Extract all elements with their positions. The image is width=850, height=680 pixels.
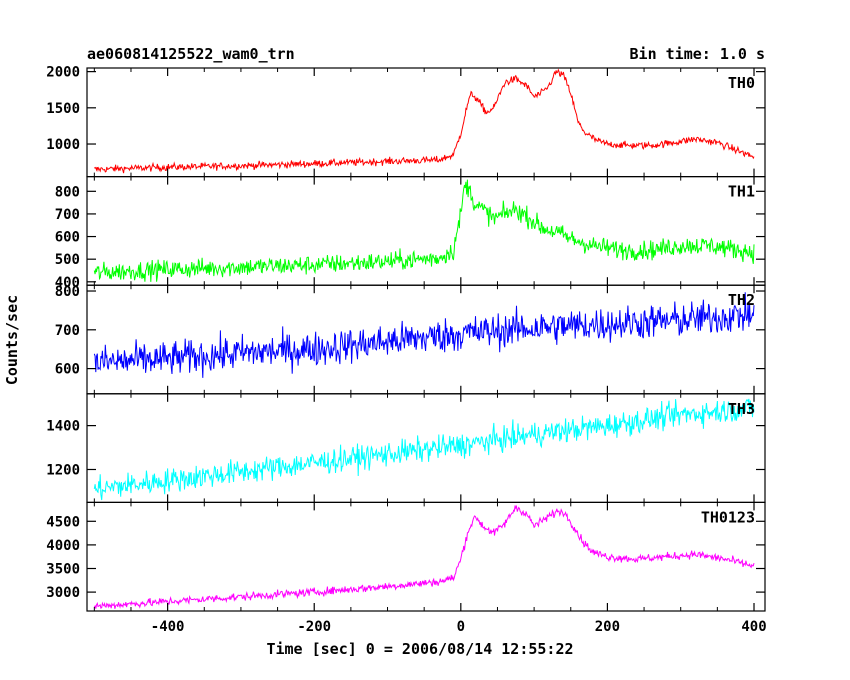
panel-label: TH3: [728, 400, 755, 418]
x-tick-label: 200: [595, 619, 620, 635]
y-tick-label: 600: [55, 362, 80, 378]
y-tick-label: 700: [55, 323, 80, 339]
x-tick-label: -400: [151, 619, 185, 635]
panel-label: TH0: [728, 74, 755, 92]
x-axis-label: Time [sec] 0 = 2006/08/14 12:55:22: [266, 640, 573, 658]
series-line-th1: [93, 179, 755, 282]
y-tick-label: 2000: [46, 65, 80, 81]
x-tick-label: 0: [457, 619, 465, 635]
y-tick-label: 600: [55, 230, 80, 246]
x-tick-label: -200: [297, 619, 331, 635]
y-axis-label: Counts/sec: [3, 295, 21, 385]
y-tick-label: 400: [55, 275, 80, 291]
y-tick-label: 1500: [46, 101, 80, 117]
y-tick-label: 800: [55, 284, 80, 300]
y-tick-label: 3000: [46, 585, 80, 601]
y-tick-label: 1000: [46, 137, 80, 153]
panel-label: TH0123: [701, 508, 755, 526]
panel-th0123: 3000 3500 4000 4500 TH0123: [46, 501, 766, 612]
y-tick-label: 4500: [46, 514, 80, 530]
series-line-th3: [93, 398, 755, 501]
panel-th0: 1000 1500 2000 TH0: [46, 65, 766, 178]
panel-label: TH1: [728, 183, 755, 201]
y-tick-label: 4000: [46, 538, 80, 554]
panel-th2: 600 700 800 TH2: [55, 284, 766, 395]
y-tick-label: 1200: [46, 462, 80, 478]
chart-title-right: Bin time: 1.0 s: [630, 45, 765, 63]
panel-th1: 400 500 600 700 800 TH1: [55, 176, 766, 291]
y-tick-label: 500: [55, 252, 80, 268]
y-tick-label: 1400: [46, 419, 80, 435]
series-line-th0: [94, 68, 755, 174]
y-tick-label: 3500: [46, 562, 80, 578]
x-tick-label: 400: [741, 619, 766, 635]
panel-th3: 1200 1400 TH3: [46, 393, 766, 503]
series-line-th0123: [93, 504, 755, 609]
chart-title-left: ae060814125522_wam0_trn: [87, 45, 295, 63]
panel-frame: [86, 501, 766, 612]
series-line-th2: [93, 292, 755, 378]
y-tick-label: 700: [55, 207, 80, 223]
y-tick-label: 800: [55, 184, 80, 200]
panel-label: TH2: [728, 291, 755, 309]
